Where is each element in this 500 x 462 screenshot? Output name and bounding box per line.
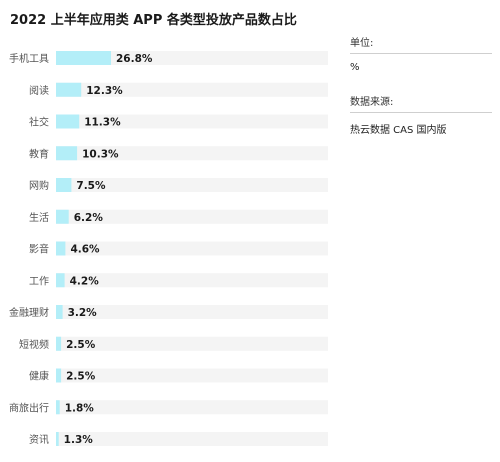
data-label: 2.5% <box>66 371 96 383</box>
chart-title: 2022 上半年应用类 APP 各类型投放产品数占比 <box>10 13 297 28</box>
bar-row: 生活 6.2% <box>29 209 328 224</box>
bar-row: 阅读 12.3% <box>29 82 328 97</box>
data-label: 3.2% <box>68 307 98 319</box>
category-label: 手机工具 <box>9 52 49 65</box>
bar-track <box>56 273 328 288</box>
bar-track <box>56 209 328 224</box>
data-label: 1.8% <box>65 402 95 414</box>
data-label: 6.2% <box>74 212 104 224</box>
category-label: 健康 <box>29 370 49 383</box>
data-label: 10.3% <box>82 148 119 160</box>
category-label: 教育 <box>29 147 49 160</box>
category-label: 阅读 <box>29 84 49 97</box>
bar-row: 金融理财 3.2% <box>9 305 328 319</box>
source-value: 热云数据 CAS 国内版 <box>350 125 447 136</box>
unit-label: 单位: <box>350 34 492 54</box>
bar <box>56 273 65 288</box>
category-label: 生活 <box>29 211 49 224</box>
bar-track <box>56 146 328 161</box>
bar-row: 教育 10.3% <box>29 146 328 161</box>
data-label: 12.3% <box>86 85 123 97</box>
data-label: 11.3% <box>84 117 121 129</box>
bar-row: 手机工具 26.8% <box>9 51 328 65</box>
source-label: 数据来源: <box>350 93 492 113</box>
bar <box>56 178 72 192</box>
bar-track <box>56 114 328 129</box>
data-label: 4.2% <box>70 275 100 287</box>
bar-row: 影音 4.6% <box>29 241 328 256</box>
data-label: 2.5% <box>66 339 96 351</box>
bar-track <box>56 241 328 256</box>
bar-row: 工作 4.2% <box>29 273 328 288</box>
bar <box>56 82 82 97</box>
category-label: 资讯 <box>29 434 49 446</box>
bar-track <box>56 368 328 383</box>
bar <box>56 146 78 161</box>
data-label: 4.6% <box>70 244 100 256</box>
bar <box>56 368 62 383</box>
bar <box>56 209 69 224</box>
bar-track <box>56 336 328 351</box>
bar-row: 短视频 2.5% <box>19 336 328 351</box>
category-label: 工作 <box>29 275 49 287</box>
data-label: 1.3% <box>64 434 94 446</box>
bar-track <box>56 82 328 97</box>
bar <box>56 305 63 319</box>
category-label: 社交 <box>29 116 49 129</box>
bar <box>56 400 60 415</box>
bar <box>56 114 80 129</box>
bar-track <box>56 432 328 446</box>
bar-row: 资讯 1.3% <box>29 432 328 446</box>
bar-track <box>56 400 328 415</box>
category-label: 网购 <box>29 179 49 192</box>
source-block: 数据来源: 热云数据 CAS 国内版 <box>350 93 492 136</box>
category-label: 商旅出行 <box>9 401 49 414</box>
bar-track <box>56 305 328 319</box>
category-label: 影音 <box>29 243 49 256</box>
data-label: 7.5% <box>76 180 106 192</box>
bar <box>56 432 59 446</box>
bar-row: 社交 11.3% <box>29 114 328 129</box>
data-label: 26.8% <box>116 53 153 65</box>
bar-track <box>56 178 328 192</box>
category-label: 金融理财 <box>9 306 49 319</box>
bar <box>56 241 66 256</box>
unit-value: % <box>350 62 360 73</box>
bar <box>56 336 62 351</box>
unit-block: 单位: % <box>350 34 492 73</box>
bar-row: 网购 7.5% <box>29 178 328 192</box>
bar-row: 商旅出行 1.8% <box>9 400 328 415</box>
bar-chart: 手机工具 26.8% 阅读 12.3% 社交 11.3% 教育 10.3% 网购 7.5% 生活 6.… <box>9 51 328 446</box>
bar-track <box>56 51 328 65</box>
bar-row: 健康 2.5% <box>29 368 328 383</box>
bar <box>56 51 111 65</box>
category-label: 短视频 <box>19 338 49 351</box>
